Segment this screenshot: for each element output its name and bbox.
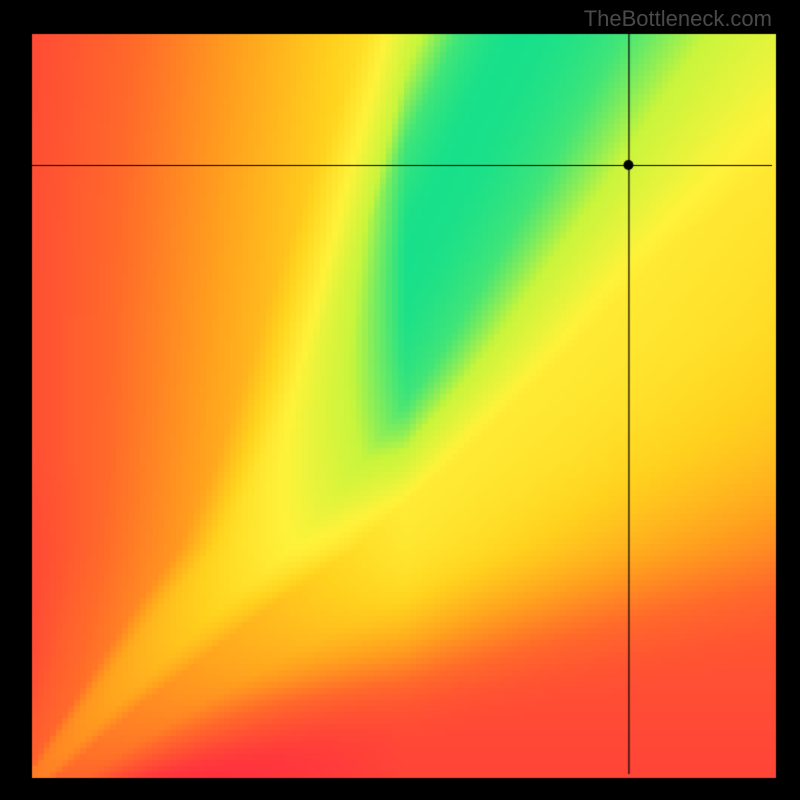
- bottleneck-heatmap: [0, 0, 800, 800]
- watermark-text: TheBottleneck.com: [584, 6, 772, 32]
- chart-container: TheBottleneck.com: [0, 0, 800, 800]
